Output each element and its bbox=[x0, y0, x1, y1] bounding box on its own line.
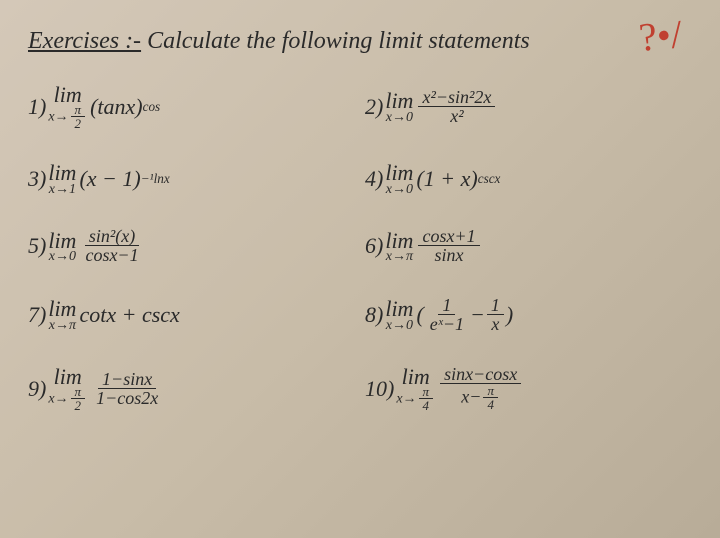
problem-number: 8) bbox=[365, 303, 383, 327]
problem-number: 5) bbox=[28, 234, 46, 258]
lim-symbol: lim x→π2 bbox=[48, 365, 87, 413]
problem-number: 10) bbox=[365, 377, 394, 401]
expression: (1 + x)cscx bbox=[416, 167, 500, 191]
problem-1: 1) lim x→π2 (tanx)cos bbox=[28, 83, 355, 131]
expression: ( 1 eˣ−1 − 1 x ) bbox=[416, 296, 513, 335]
fraction: x²−sin²2x x² bbox=[418, 88, 495, 127]
problem-6: 6) lim x→π cosx+1 sinx bbox=[365, 227, 692, 266]
lim-symbol: lim x→π bbox=[48, 297, 76, 333]
handwritten-mark: ?•/ bbox=[637, 10, 684, 61]
problem-3: 3) lim x→1 (x − 1)−¹lnx bbox=[28, 161, 355, 197]
fraction: sin²(x) cosx−1 bbox=[81, 227, 142, 266]
problem-9: 9) lim x→π2 1−sinx 1−cos2x bbox=[28, 365, 355, 413]
lim-symbol: lim x→0 bbox=[385, 89, 413, 125]
lim-symbol: lim x→0 bbox=[48, 229, 76, 265]
problem-10: 10) lim x→π4 sinx−cosx x−π4 bbox=[365, 365, 692, 413]
expression: (tanx)cos bbox=[90, 95, 160, 119]
problem-number: 3) bbox=[28, 167, 46, 191]
expression: (x − 1)−¹lnx bbox=[79, 167, 169, 191]
problem-2: 2) lim x→0 x²−sin²2x x² bbox=[365, 83, 692, 131]
problems-grid: 1) lim x→π2 (tanx)cos 2) lim x→0 x²−sin²… bbox=[28, 83, 692, 413]
problem-8: 8) lim x→0 ( 1 eˣ−1 − 1 x ) bbox=[365, 296, 692, 335]
problem-4: 4) lim x→0 (1 + x)cscx bbox=[365, 161, 692, 197]
problem-number: 4) bbox=[365, 167, 383, 191]
fraction: sinx−cosx x−π4 bbox=[440, 365, 521, 412]
lim-symbol: lim x→π bbox=[385, 229, 413, 265]
problem-number: 1) bbox=[28, 95, 46, 119]
problem-number: 2) bbox=[365, 95, 383, 119]
lim-symbol: lim x→0 bbox=[385, 297, 413, 333]
lim-symbol: lim x→1 bbox=[48, 161, 76, 197]
header-rest: Calculate the following limit statements bbox=[141, 28, 530, 54]
problem-number: 9) bbox=[28, 377, 46, 401]
problem-number: 7) bbox=[28, 303, 46, 327]
problem-5: 5) lim x→0 sin²(x) cosx−1 bbox=[28, 227, 355, 266]
problem-7: 7) lim x→π cotx + cscx bbox=[28, 296, 355, 335]
lim-symbol: lim x→π4 bbox=[396, 365, 435, 413]
expression: cotx + cscx bbox=[79, 303, 179, 327]
lim-symbol: lim x→π2 bbox=[48, 83, 87, 131]
lim-symbol: lim x→0 bbox=[385, 161, 413, 197]
exercise-header: Exercises :- Calculate the following lim… bbox=[28, 28, 692, 55]
problem-number: 6) bbox=[365, 234, 383, 258]
header-underlined: Exercises :- bbox=[28, 28, 141, 54]
fraction: 1−sinx 1−cos2x bbox=[92, 370, 162, 409]
fraction: cosx+1 sinx bbox=[418, 227, 479, 266]
